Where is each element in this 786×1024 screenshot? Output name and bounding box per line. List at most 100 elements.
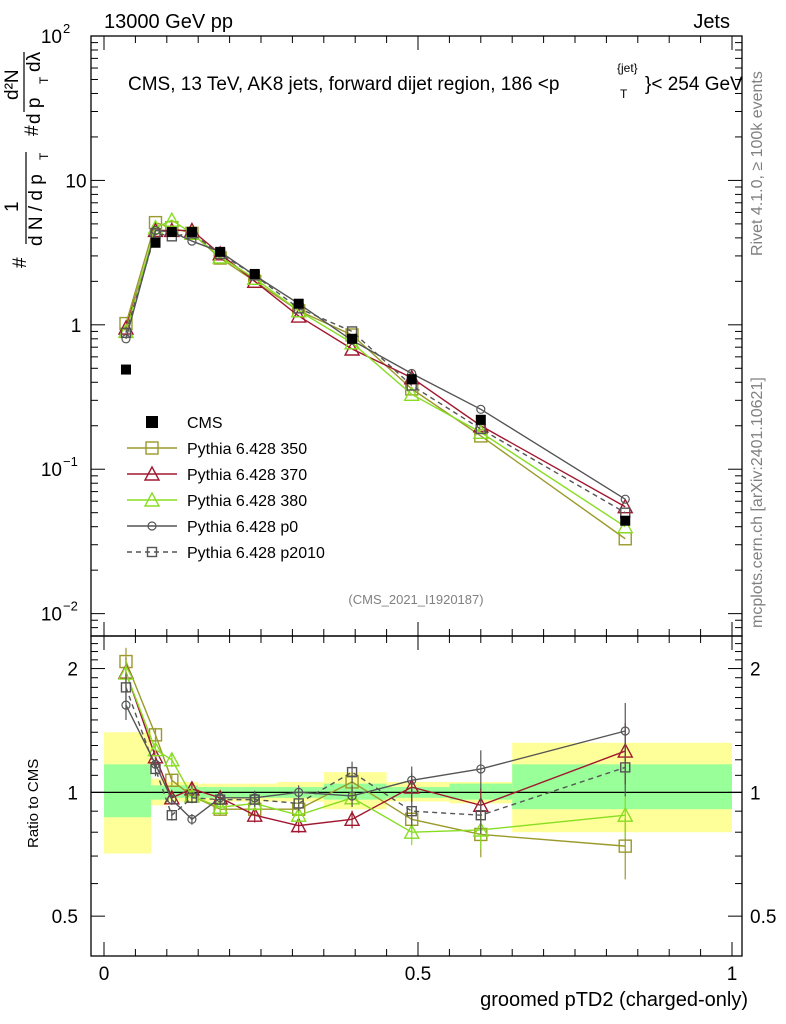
ratio-point-p380 xyxy=(617,806,634,822)
ratio-point-p2010 xyxy=(166,809,178,821)
main-y-tick-label: 1 xyxy=(71,316,82,337)
main-y-tick-exponent: −1 xyxy=(63,454,78,469)
main-point-p2010 xyxy=(150,228,161,239)
main-line-p350 xyxy=(125,221,626,540)
ratio-point-p0 xyxy=(347,791,357,801)
ratio-point-p370 xyxy=(246,806,263,822)
band-inner xyxy=(104,764,152,818)
main-y-tick-label: 10 xyxy=(41,27,62,48)
ylabel-dn-dpt: d N / d p xyxy=(26,174,47,246)
ratio-point-p2010 xyxy=(214,794,226,805)
ratio-series xyxy=(117,647,634,880)
main-y-tick-label: 10 xyxy=(41,460,62,481)
main-point-p380 xyxy=(617,518,634,534)
title-main: CMS, 13 TeV, AK8 jets, forward dijet reg… xyxy=(128,74,559,95)
ratio-y-tick-label: 2 xyxy=(67,660,78,681)
ratio-frame xyxy=(90,635,743,957)
ratio-point-p370 xyxy=(343,810,361,826)
legend-label: Pythia 6.428 p0 xyxy=(187,519,298,536)
ratio-point-p2010 xyxy=(120,682,132,693)
main-point-cms xyxy=(166,226,177,237)
plot-frames xyxy=(90,35,743,957)
ratio-point-p350 xyxy=(618,839,632,853)
legend-label: CMS xyxy=(187,415,223,432)
main-point-p380 xyxy=(403,385,420,402)
ylabel-t2: T xyxy=(37,76,51,84)
ylabel-dlambda: dλ xyxy=(24,51,45,72)
ratio-point-p380 xyxy=(246,794,263,811)
legend-marker-p370 xyxy=(143,465,161,481)
main-point-p370 xyxy=(617,498,634,514)
title-tail: }< 254 GeV xyxy=(645,74,743,95)
main-point-p0 xyxy=(620,494,630,504)
legend-marker-p380 xyxy=(143,491,161,507)
main-point-cms xyxy=(249,268,260,279)
main-point-p2010 xyxy=(475,423,486,435)
title-sub: T xyxy=(620,87,628,101)
main-point-cms xyxy=(475,414,486,425)
ratio-point-p2010 xyxy=(620,762,631,773)
title-sup: {jet} xyxy=(617,61,638,75)
ylabel-one: 1 xyxy=(2,201,23,212)
side-label-bottom: mcplots.cern.ch [arXiv:2401.10621] xyxy=(749,377,766,628)
main-point-p0 xyxy=(121,334,131,344)
main-point-cms xyxy=(186,226,197,237)
ylabel-d2n: d²N xyxy=(2,69,23,100)
main-y-tick-label: 10 xyxy=(65,171,86,192)
ratio-point-p380 xyxy=(290,806,307,822)
side-label-top: Rivet 4.1.0, ≥ 100k events xyxy=(749,71,766,256)
ratio-point-p380 xyxy=(403,823,420,839)
main-y-tick-exponent: 2 xyxy=(63,21,70,36)
ratio-point-p0 xyxy=(620,726,630,736)
ylabel-dpt: d p xyxy=(24,98,45,124)
legend-marker-cms xyxy=(146,416,158,428)
main-point-p370 xyxy=(290,307,307,323)
legend-label: Pythia 6.428 370 xyxy=(187,467,307,484)
main-point-p2010 xyxy=(120,327,132,339)
main-point-cms xyxy=(150,237,161,248)
legend-label: Pythia 6.428 350 xyxy=(187,441,307,458)
header-right: Jets xyxy=(693,11,730,33)
main-line-p370 xyxy=(125,229,626,508)
main-point-cms xyxy=(215,246,226,257)
plot-title: CMS, 13 TeV, AK8 jets, forward dijet reg… xyxy=(128,61,743,101)
legend-marker-p0 xyxy=(147,521,157,531)
ratio-point-p2010 xyxy=(293,798,304,809)
ratio-point-p2010 xyxy=(475,809,486,821)
ratio-point-p2010 xyxy=(186,792,198,803)
ratio-y-tick-label-right: 0.5 xyxy=(750,907,776,928)
ratio-point-p380 xyxy=(163,751,180,767)
ratio-y-tick-label: 0.5 xyxy=(52,907,78,928)
legend-marker-p2010 xyxy=(146,546,158,558)
ratio-point-p0 xyxy=(167,795,177,805)
y-axis-label-main: # 1 d N / d p T # d²N d p T dλ xyxy=(2,51,51,268)
ratio-point-p0 xyxy=(476,764,486,774)
main-point-p0 xyxy=(187,236,197,246)
ratio-point-p2010 xyxy=(346,766,358,778)
ratio-y-tick-label: 1 xyxy=(67,783,78,804)
main-point-cms xyxy=(120,364,131,375)
ratio-point-p0 xyxy=(187,814,197,824)
ratio-point-p350 xyxy=(165,773,179,787)
legend-label: Pythia 6.428 380 xyxy=(187,493,307,510)
main-point-cms xyxy=(347,333,358,344)
legend-label: Pythia 6.428 p2010 xyxy=(187,545,325,562)
ratio-point-p380 xyxy=(212,798,229,814)
main-point-p350 xyxy=(618,532,632,546)
ylabel-hash2: # xyxy=(22,125,43,136)
ratio-point-p2010 xyxy=(406,805,417,817)
x-axis-label: groomed pTD2 (charged-only) xyxy=(480,989,748,1011)
main-point-p380 xyxy=(163,211,180,227)
main-point-cms xyxy=(406,374,417,385)
x-tick-label: 1 xyxy=(727,964,738,985)
ratio-point-p370 xyxy=(290,817,307,833)
ratio-point-p2010 xyxy=(150,763,161,775)
main-point-cms xyxy=(293,298,304,309)
y-axis-label-ratio: Ratio to CMS xyxy=(25,759,42,848)
x-tick-label: 0 xyxy=(99,964,110,985)
main-point-p380 xyxy=(472,423,489,440)
legend: CMS Pythia 6.428 350 Pythia 6.428 370 Pythi… xyxy=(127,415,325,562)
ratio-y-tick-label-right: 1 xyxy=(750,783,761,804)
